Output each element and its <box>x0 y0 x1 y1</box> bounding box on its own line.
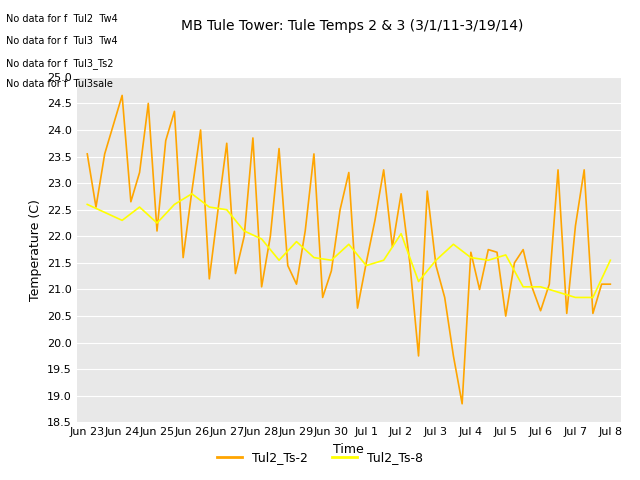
Legend: Tul2_Ts-2, Tul2_Ts-8: Tul2_Ts-2, Tul2_Ts-8 <box>212 446 428 469</box>
X-axis label: Time: Time <box>333 443 364 456</box>
Text: No data for f  Tul3_Ts2: No data for f Tul3_Ts2 <box>6 58 114 69</box>
Y-axis label: Temperature (C): Temperature (C) <box>29 199 42 300</box>
Text: MB Tule Tower: Tule Temps 2 & 3 (3/1/11-3/19/14): MB Tule Tower: Tule Temps 2 & 3 (3/1/11-… <box>181 19 523 33</box>
Text: No data for f  Tul3  Tw4: No data for f Tul3 Tw4 <box>6 36 118 46</box>
Text: No data for f  Tul2  Tw4: No data for f Tul2 Tw4 <box>6 14 118 24</box>
Text: No data for f  Tul3sale: No data for f Tul3sale <box>6 79 113 89</box>
